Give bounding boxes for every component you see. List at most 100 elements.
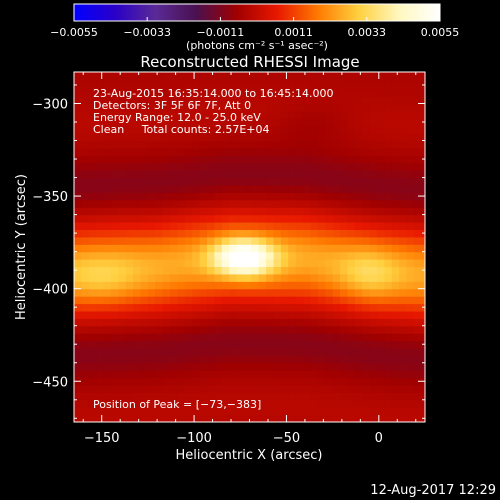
heatmap-cell bbox=[140, 296, 149, 305]
heatmap-cell bbox=[133, 347, 142, 356]
colorbar-tick-label: 0.0011 bbox=[274, 26, 313, 39]
heatmap-cell bbox=[325, 214, 334, 223]
heatmap-cell bbox=[96, 273, 105, 282]
heatmap-cell bbox=[162, 177, 171, 186]
heatmap-cell bbox=[214, 72, 223, 75]
heatmap-cell bbox=[384, 155, 393, 164]
heatmap-cell bbox=[354, 259, 363, 268]
heatmap-cell bbox=[147, 399, 156, 408]
heatmap-cell bbox=[391, 177, 400, 186]
heatmap-cell bbox=[184, 244, 193, 253]
heatmap-cell bbox=[266, 103, 275, 112]
heatmap-cell bbox=[258, 251, 267, 260]
heatmap-cell bbox=[221, 399, 230, 408]
heatmap-cell bbox=[251, 133, 260, 142]
heatmap-cell bbox=[369, 170, 378, 179]
heatmap-cell bbox=[384, 347, 393, 356]
heatmap-cell bbox=[229, 333, 238, 342]
heatmap-cell bbox=[199, 310, 208, 319]
heatmap-cell bbox=[118, 266, 127, 275]
heatmap-cell bbox=[266, 110, 275, 119]
heatmap-cell bbox=[280, 88, 289, 97]
heatmap-cell bbox=[214, 281, 223, 290]
heatmap-cell bbox=[413, 281, 422, 290]
heatmap-cell bbox=[251, 347, 260, 356]
heatmap-cell bbox=[295, 281, 304, 290]
heatmap-cell bbox=[273, 88, 282, 97]
heatmap-cell bbox=[310, 155, 319, 164]
heatmap-cell bbox=[295, 333, 304, 342]
heatmap-cell bbox=[192, 125, 201, 134]
heatmap-cell bbox=[88, 266, 97, 275]
heatmap-cell bbox=[207, 310, 215, 319]
heatmap-cell bbox=[347, 103, 356, 112]
heatmap-cell bbox=[391, 377, 400, 386]
heatmap-cell bbox=[413, 340, 422, 349]
heatmap-cell bbox=[280, 370, 289, 379]
heatmap-cell bbox=[303, 370, 312, 379]
heatmap-cell bbox=[421, 214, 425, 223]
heatmap-cell bbox=[295, 362, 304, 371]
heatmap-cell bbox=[207, 184, 215, 193]
heatmap-cell bbox=[280, 296, 289, 305]
heatmap-cell bbox=[170, 199, 179, 208]
heatmap-cell bbox=[332, 370, 341, 379]
heatmap-cell bbox=[96, 414, 105, 422]
heatmap-cell bbox=[369, 392, 378, 401]
heatmap-cell bbox=[140, 384, 149, 393]
heatmap-cell bbox=[391, 370, 400, 379]
heatmap-cell bbox=[413, 73, 422, 82]
heatmap-cell bbox=[243, 325, 252, 334]
heatmap-cell bbox=[413, 251, 422, 260]
heatmap-cell bbox=[347, 288, 356, 297]
heatmap-cell bbox=[81, 214, 90, 223]
heatmap-cell bbox=[251, 73, 260, 82]
heatmap-cell bbox=[192, 170, 201, 179]
heatmap-cell bbox=[347, 222, 356, 231]
heatmap-cell bbox=[317, 259, 326, 268]
heatmap-cell bbox=[199, 370, 208, 379]
heatmap-cell bbox=[369, 407, 378, 416]
heatmap-cell bbox=[207, 73, 215, 82]
heatmap-cell bbox=[266, 88, 275, 97]
heatmap-cell bbox=[184, 273, 193, 282]
heatmap-cell bbox=[229, 303, 238, 312]
heatmap-cell bbox=[170, 147, 179, 156]
heatmap-cell bbox=[214, 333, 223, 342]
heatmap-cell bbox=[140, 399, 149, 408]
heatmap-cell bbox=[110, 207, 119, 216]
heatmap-cell bbox=[332, 392, 341, 401]
heatmap-cell bbox=[140, 199, 149, 208]
heatmap-cell bbox=[103, 303, 112, 312]
heatmap-cell bbox=[347, 251, 356, 260]
heatmap-cell bbox=[347, 110, 356, 119]
heatmap-cell bbox=[391, 140, 400, 149]
heatmap-cell bbox=[399, 192, 408, 201]
heatmap-cell bbox=[376, 118, 385, 127]
heatmap-cell bbox=[207, 362, 215, 371]
heatmap-cell bbox=[340, 244, 349, 253]
heatmap-cell bbox=[199, 407, 208, 416]
heatmap-cell bbox=[325, 347, 334, 356]
heatmap-cell bbox=[81, 355, 90, 364]
heatmap-cell bbox=[258, 125, 267, 134]
heatmap-cell bbox=[280, 192, 289, 201]
heatmap-cell bbox=[391, 236, 400, 245]
heatmap-cell bbox=[354, 229, 363, 238]
heatmap-cell bbox=[266, 370, 275, 379]
heatmap-cell bbox=[155, 155, 164, 164]
heatmap-cell bbox=[229, 72, 238, 75]
heatmap-cell bbox=[147, 362, 156, 371]
heatmap-cell bbox=[354, 318, 363, 327]
heatmap-cell bbox=[399, 73, 408, 82]
heatmap-cell bbox=[369, 236, 378, 245]
heatmap-cell bbox=[258, 266, 267, 275]
heatmap-cell bbox=[413, 333, 422, 342]
heatmap-cell bbox=[251, 281, 260, 290]
heatmap-cell bbox=[391, 125, 400, 134]
heatmap-cell bbox=[347, 81, 356, 90]
heatmap-cell bbox=[369, 281, 378, 290]
heatmap-cell bbox=[258, 170, 267, 179]
heatmap-cell bbox=[221, 273, 230, 282]
heatmap-cell bbox=[354, 184, 363, 193]
